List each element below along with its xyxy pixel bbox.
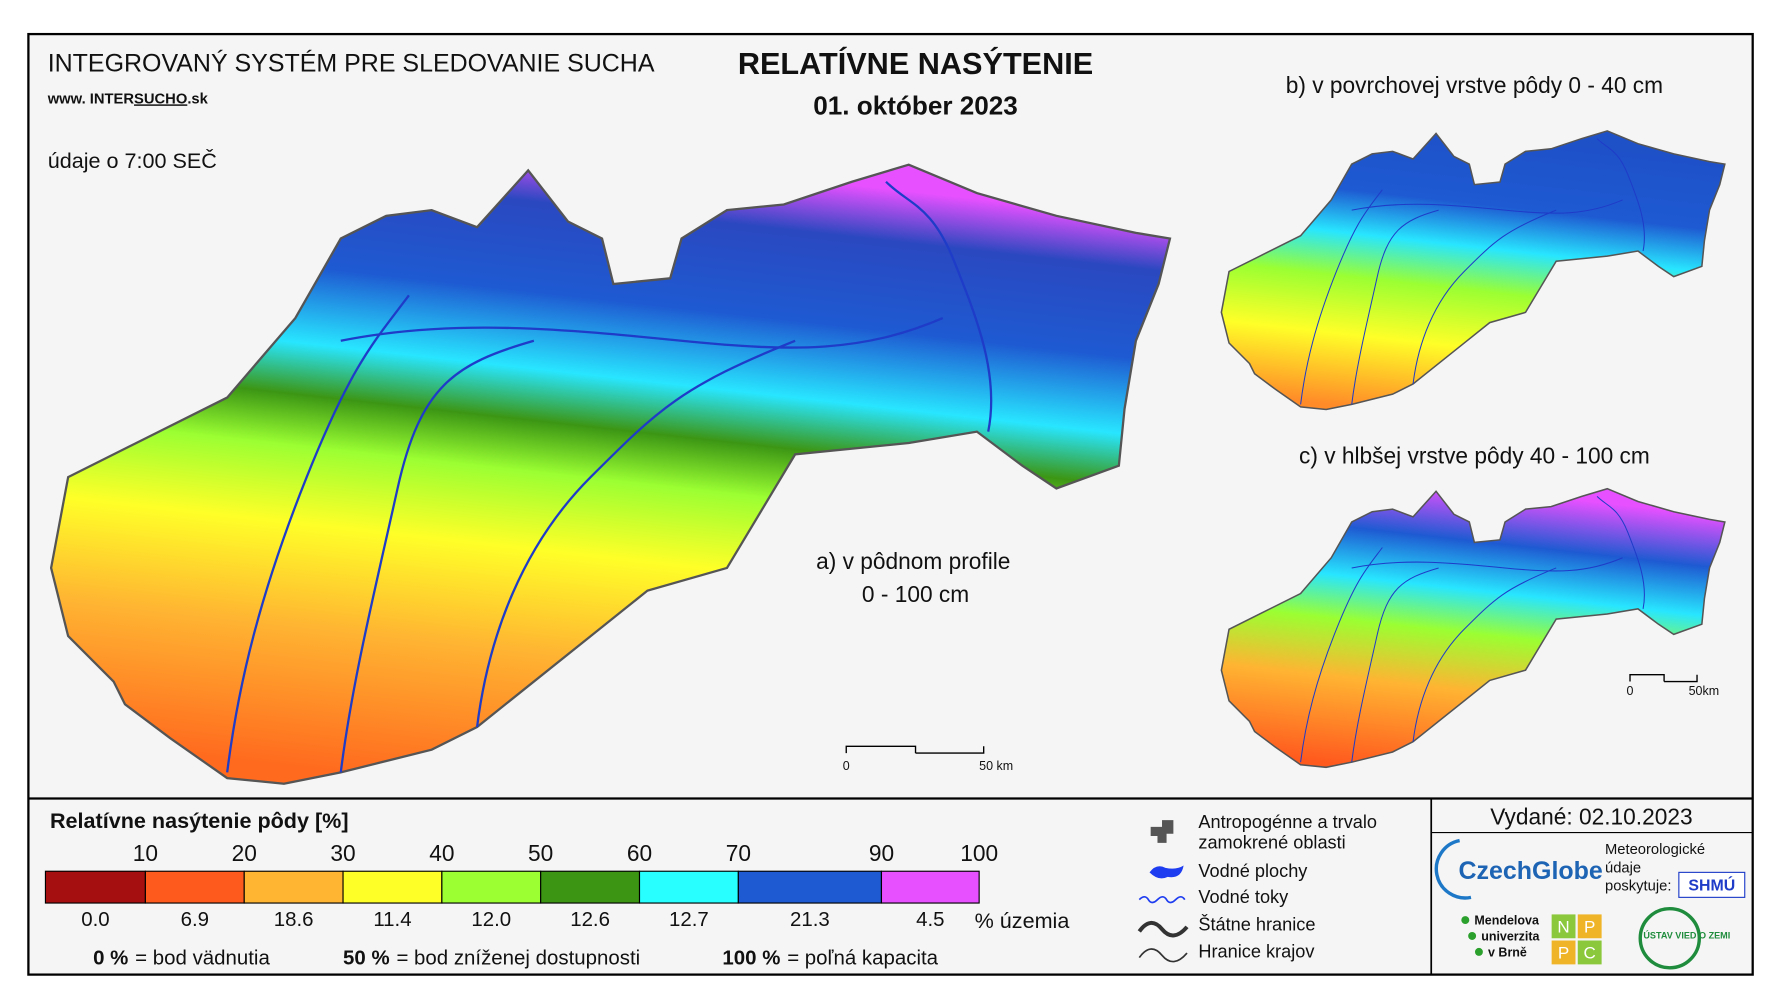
scale-start: 0: [1627, 684, 1634, 698]
legend-swatch: [441, 870, 542, 904]
mendel-text: v Brně: [1488, 945, 1527, 959]
data-time: údaje o 7:00 SEČ: [48, 148, 217, 173]
provider-text: poskytuje:: [1605, 879, 1671, 895]
legend-swatch: [540, 870, 641, 904]
symbol-label: Štátne hranice: [1198, 913, 1315, 934]
shmu-box: [1678, 871, 1746, 898]
provider-text: údaje: [1605, 860, 1641, 876]
system-title: INTEGROVANÝ SYSTÉM PRE SLEDOVANIE SUCHA: [48, 49, 655, 78]
mendel-text: univerzita: [1481, 930, 1540, 944]
map-c-label: c) v hlbšej vrstve pôdy 40 - 100 cm: [1299, 442, 1650, 468]
class-share: 11.4: [373, 908, 411, 931]
class-bound: 90: [869, 840, 894, 866]
river-icon: [1138, 895, 1186, 904]
map-b-label: b) v povrchovej vrstve pôdy 0 - 40 cm: [1286, 72, 1663, 98]
map-a-label: a) v pôdnom profile: [816, 548, 1010, 574]
provider: Meteorologické údaje poskytuje:: [1605, 842, 1705, 894]
legend: 0.0 6.9 18.6 11.4 12.0 12.6 12.7 21.3 4.5 10 20 30 4…: [44, 840, 998, 969]
anthropogenic-icon: [1150, 820, 1174, 843]
class-bound: 20: [232, 840, 257, 866]
symbol-icons: [1137, 820, 1189, 963]
scale-end: 50 km: [979, 759, 1013, 773]
symbol-label: Vodné toky: [1198, 887, 1289, 907]
class-share: 4.5: [916, 908, 944, 931]
class-bound: 30: [330, 840, 355, 866]
symbol-label: Hranice krajov: [1198, 942, 1315, 962]
uvz-logo: ÚSTAV VIED O ZEMI: [1643, 929, 1730, 940]
scale-start: 0: [843, 759, 850, 773]
legend-swatch: [880, 870, 980, 904]
note: 50 % = bod zníženej dostupnosti: [343, 946, 640, 969]
note-value: 50 %: [343, 946, 390, 969]
issued: Vydané: 02.10.2023: [1490, 804, 1692, 830]
czechglobe-arc: [1434, 838, 1472, 900]
website-highlight: SUCHO: [134, 91, 187, 107]
class-bound: 50: [528, 840, 553, 866]
symbol-label: zamokrené oblasti: [1198, 833, 1345, 853]
date: 01. október 2023: [813, 91, 1018, 121]
water-icon: [1149, 865, 1184, 879]
border-icon: [1137, 920, 1189, 938]
note-value: 100 %: [722, 946, 780, 969]
nppc-cell: [1577, 914, 1602, 939]
scale-bar: [1629, 674, 1698, 683]
class-bound: 100: [960, 840, 998, 866]
legend-swatch: [638, 870, 739, 904]
legend-title: Relatívne nasýtenie pôdy [%]: [50, 808, 349, 833]
note-text: = poľná kapacita: [787, 946, 938, 969]
symbol-label: Vodné plochy: [1198, 861, 1308, 881]
shmu-logo: SHMÚ: [1688, 876, 1735, 895]
website: www. INTERSUCHO.sk: [47, 91, 209, 107]
class-share: 12.7: [669, 908, 709, 931]
class-share: 12.6: [570, 908, 610, 931]
legend-swatch: [144, 870, 245, 904]
uvz-circle: [1638, 907, 1702, 970]
note-text: = bod vädnutia: [135, 946, 270, 969]
nppc-cell: [1577, 940, 1602, 965]
class-share: 6.9: [181, 908, 209, 931]
czechglobe-logo: CzechGlobe: [1458, 857, 1602, 885]
nppc-letter: P: [1558, 944, 1569, 963]
nppc-letter: N: [1557, 918, 1569, 937]
map-a-depth: 0 - 100 cm: [862, 581, 969, 607]
mendel-dot: [1474, 947, 1483, 956]
legend-swatch: [44, 870, 146, 904]
legend-swatch: [243, 870, 344, 904]
scale-bar: [845, 745, 985, 754]
nppc-logo: N PP C: [1551, 914, 1602, 965]
class-share: 0.0: [81, 908, 109, 931]
share-unit: % územia: [975, 908, 1070, 933]
class-bound: 10: [133, 840, 158, 866]
mendel-dot: [1461, 916, 1470, 925]
nppc-letter: C: [1584, 944, 1596, 963]
class-share: 21.3: [790, 908, 830, 931]
class-share: 18.6: [274, 908, 314, 931]
mendel-dot: [1468, 932, 1477, 940]
note-text: = bod zníženej dostupnosti: [396, 946, 640, 969]
legend-swatch: [737, 870, 883, 904]
mendel-text: Mendelova: [1474, 914, 1540, 928]
main-title: RELATÍVNE NASÝTENIE: [738, 46, 1093, 81]
note: 100 % = poľná kapacita: [722, 946, 938, 969]
class-share: 12.0: [471, 908, 511, 931]
nppc-cell: [1551, 914, 1576, 939]
class-bound: 40: [429, 840, 454, 866]
note: 0 % = bod vädnutia: [93, 946, 270, 969]
class-bound: 60: [627, 840, 652, 866]
symbol-label: Antropogénne a trvalo: [1198, 812, 1377, 832]
nppc-cell: [1551, 940, 1576, 965]
nppc-letter: P: [1584, 918, 1595, 937]
website-suffix: .sk: [187, 91, 208, 107]
note-value: 0 %: [93, 946, 128, 969]
class-bound: 70: [726, 840, 751, 866]
region-icon: [1138, 948, 1188, 963]
legend-swatch: [342, 870, 443, 904]
scale-end: 50km: [1689, 684, 1720, 698]
website-prefix: www. INTER: [47, 91, 135, 107]
provider-text: Meteorologické: [1605, 842, 1705, 858]
